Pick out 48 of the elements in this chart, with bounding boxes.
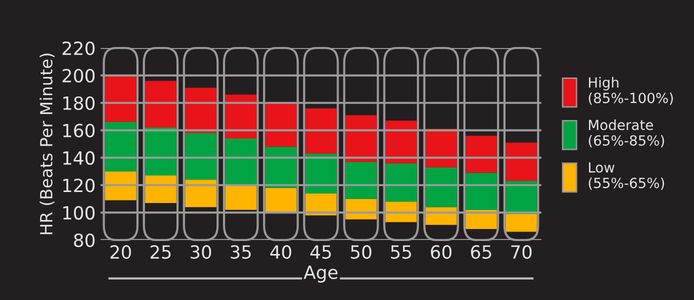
y-tick-label: 100 bbox=[63, 206, 95, 220]
x-tick-label: 40 bbox=[270, 245, 292, 259]
bar bbox=[185, 88, 216, 134]
x-tick-label: 20 bbox=[110, 245, 131, 259]
y-tick-label: 120 bbox=[63, 178, 95, 192]
bar bbox=[225, 138, 256, 186]
x-tick-label: 65 bbox=[471, 245, 492, 259]
bar bbox=[345, 162, 377, 199]
bar bbox=[225, 185, 256, 210]
bar bbox=[466, 136, 497, 173]
x-tick-label: 35 bbox=[230, 245, 251, 259]
bar bbox=[506, 142, 537, 182]
legend-label: High (85%-100%) bbox=[588, 76, 673, 105]
bar bbox=[185, 180, 216, 208]
bar bbox=[105, 122, 136, 172]
bar bbox=[145, 128, 176, 176]
x-axis-title: Age bbox=[304, 266, 338, 283]
y-tick-label: 80 bbox=[74, 233, 95, 248]
bar bbox=[426, 167, 457, 208]
bar bbox=[265, 188, 297, 213]
bar bbox=[385, 163, 417, 202]
bar bbox=[105, 75, 136, 122]
bar bbox=[466, 172, 497, 210]
bar bbox=[305, 193, 337, 216]
y-tick-label: 140 bbox=[63, 151, 95, 165]
x-tick-label: 25 bbox=[150, 245, 171, 259]
x-tick-label: 30 bbox=[190, 245, 212, 259]
bar bbox=[305, 108, 337, 154]
bar bbox=[145, 80, 176, 128]
bar bbox=[506, 214, 537, 232]
bar bbox=[185, 133, 216, 180]
x-tick-label: 50 bbox=[350, 245, 372, 259]
bar bbox=[105, 171, 136, 200]
bar bbox=[225, 94, 256, 139]
x-tick-label: 60 bbox=[430, 245, 452, 259]
bar bbox=[145, 176, 176, 203]
bar bbox=[426, 207, 457, 225]
legend-label: Moderate (65%-85%) bbox=[588, 119, 664, 148]
y-tick-label: 160 bbox=[63, 124, 95, 138]
bar bbox=[265, 102, 297, 147]
legend-label: Low (55%-65%) bbox=[588, 162, 664, 190]
x-tick-label: 45 bbox=[310, 245, 331, 259]
x-tick-label: 70 bbox=[511, 245, 532, 259]
x-tick-label: 55 bbox=[391, 245, 412, 259]
y-tick-label: 200 bbox=[62, 68, 95, 83]
y-axis-title: HR (Beats Per Minute) bbox=[40, 54, 54, 234]
y-tick-label: 180 bbox=[63, 96, 95, 110]
y-tick-label: 220 bbox=[62, 41, 95, 56]
